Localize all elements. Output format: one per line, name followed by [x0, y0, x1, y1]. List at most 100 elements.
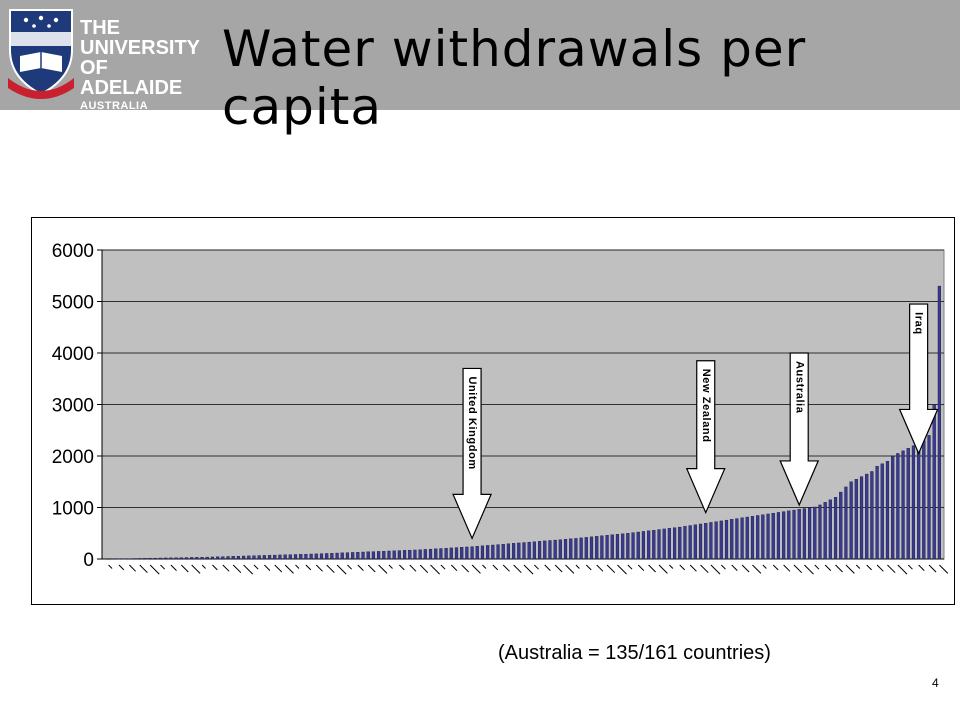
bar [558, 539, 562, 560]
x-tick-label [326, 564, 335, 574]
bar [299, 554, 303, 560]
bar [922, 440, 926, 560]
x-tick-label [866, 564, 872, 571]
bar [714, 521, 718, 560]
bar [766, 513, 770, 560]
bar [927, 435, 931, 560]
bar [361, 551, 365, 560]
bar [397, 550, 401, 560]
x-tick-label [772, 564, 779, 571]
x-tick-label [336, 564, 347, 575]
bar [465, 546, 469, 560]
x-tick-label [679, 564, 686, 571]
x-tick-label [482, 564, 487, 569]
bar [356, 552, 360, 560]
bar [937, 285, 941, 560]
bar [179, 557, 183, 560]
bar [563, 539, 568, 560]
bar [231, 556, 235, 560]
x-tick-label [565, 564, 575, 574]
bar [423, 549, 427, 560]
x-tick-label [918, 564, 925, 571]
bar [797, 509, 801, 560]
x-tick-label [669, 564, 674, 569]
bar [839, 491, 843, 560]
x-tick-label [357, 564, 364, 571]
bar [122, 558, 126, 560]
bar [719, 520, 723, 560]
bar [184, 557, 189, 560]
x-tick-label [804, 564, 814, 575]
bar [808, 507, 812, 560]
bar [802, 508, 806, 560]
bar [506, 543, 511, 560]
bar [891, 455, 895, 560]
bar [626, 533, 630, 560]
bar [569, 538, 573, 560]
bar [522, 542, 526, 560]
x-tick-label [544, 564, 551, 571]
bar [340, 552, 344, 560]
bar [641, 531, 646, 560]
x-tick-label [284, 564, 294, 574]
annotation-label: United Kingdom [466, 376, 478, 469]
bar [595, 536, 599, 560]
y-tick-label: 2000 [52, 447, 94, 468]
bar [636, 531, 640, 560]
bar [756, 515, 760, 560]
bar [319, 553, 324, 560]
y-tick-label: 6000 [52, 241, 94, 262]
bar [164, 557, 168, 560]
x-tick-label [139, 564, 148, 574]
x-tick-label [897, 564, 908, 575]
bar [683, 526, 687, 560]
x-tick-label [409, 564, 417, 572]
annotation-arrow [452, 367, 492, 540]
x-tick-label [907, 564, 913, 570]
x-tick-label [824, 564, 832, 571]
bar [750, 516, 755, 560]
bar [210, 556, 215, 560]
bar [709, 522, 713, 560]
bar [859, 476, 864, 560]
bar [195, 557, 199, 560]
bar [148, 558, 152, 560]
annotation-arrow [898, 303, 939, 455]
bar [444, 548, 448, 560]
x-tick-label [191, 564, 201, 574]
bar [143, 558, 147, 560]
bar [782, 511, 786, 560]
bar [371, 551, 375, 560]
bar-chart: 0 1000 2000 3000 4000 5000 6000 United Kingdom N… [52, 241, 949, 575]
bar [335, 552, 339, 560]
slide-header: THE UNIVERSITY OF ADELAIDE AUSTRALIA Wat… [0, 0, 960, 136]
bar [693, 524, 697, 560]
bar [496, 544, 500, 560]
bar [205, 556, 209, 560]
bar [174, 557, 178, 560]
bar [600, 535, 604, 560]
bar [548, 540, 552, 560]
annotation-arrow [685, 360, 726, 515]
bar [761, 514, 765, 560]
bar [216, 556, 220, 560]
bar [875, 466, 879, 560]
bar [553, 539, 557, 560]
bar [273, 554, 277, 560]
x-tick-label [367, 564, 376, 573]
bar [911, 445, 916, 560]
page-number: 4 [932, 676, 939, 690]
bar [906, 448, 910, 560]
bar [657, 529, 661, 560]
logo-line-university: THE UNIVERSITY [80, 17, 201, 59]
x-tick-label [399, 564, 405, 571]
bar [647, 530, 651, 560]
x-tick-label [295, 564, 300, 569]
bar [242, 555, 246, 560]
bar [917, 442, 921, 560]
bar [330, 553, 334, 560]
bar [288, 554, 292, 560]
x-tick-label [450, 564, 458, 571]
x-tick-label [928, 564, 937, 573]
bar [200, 557, 204, 560]
